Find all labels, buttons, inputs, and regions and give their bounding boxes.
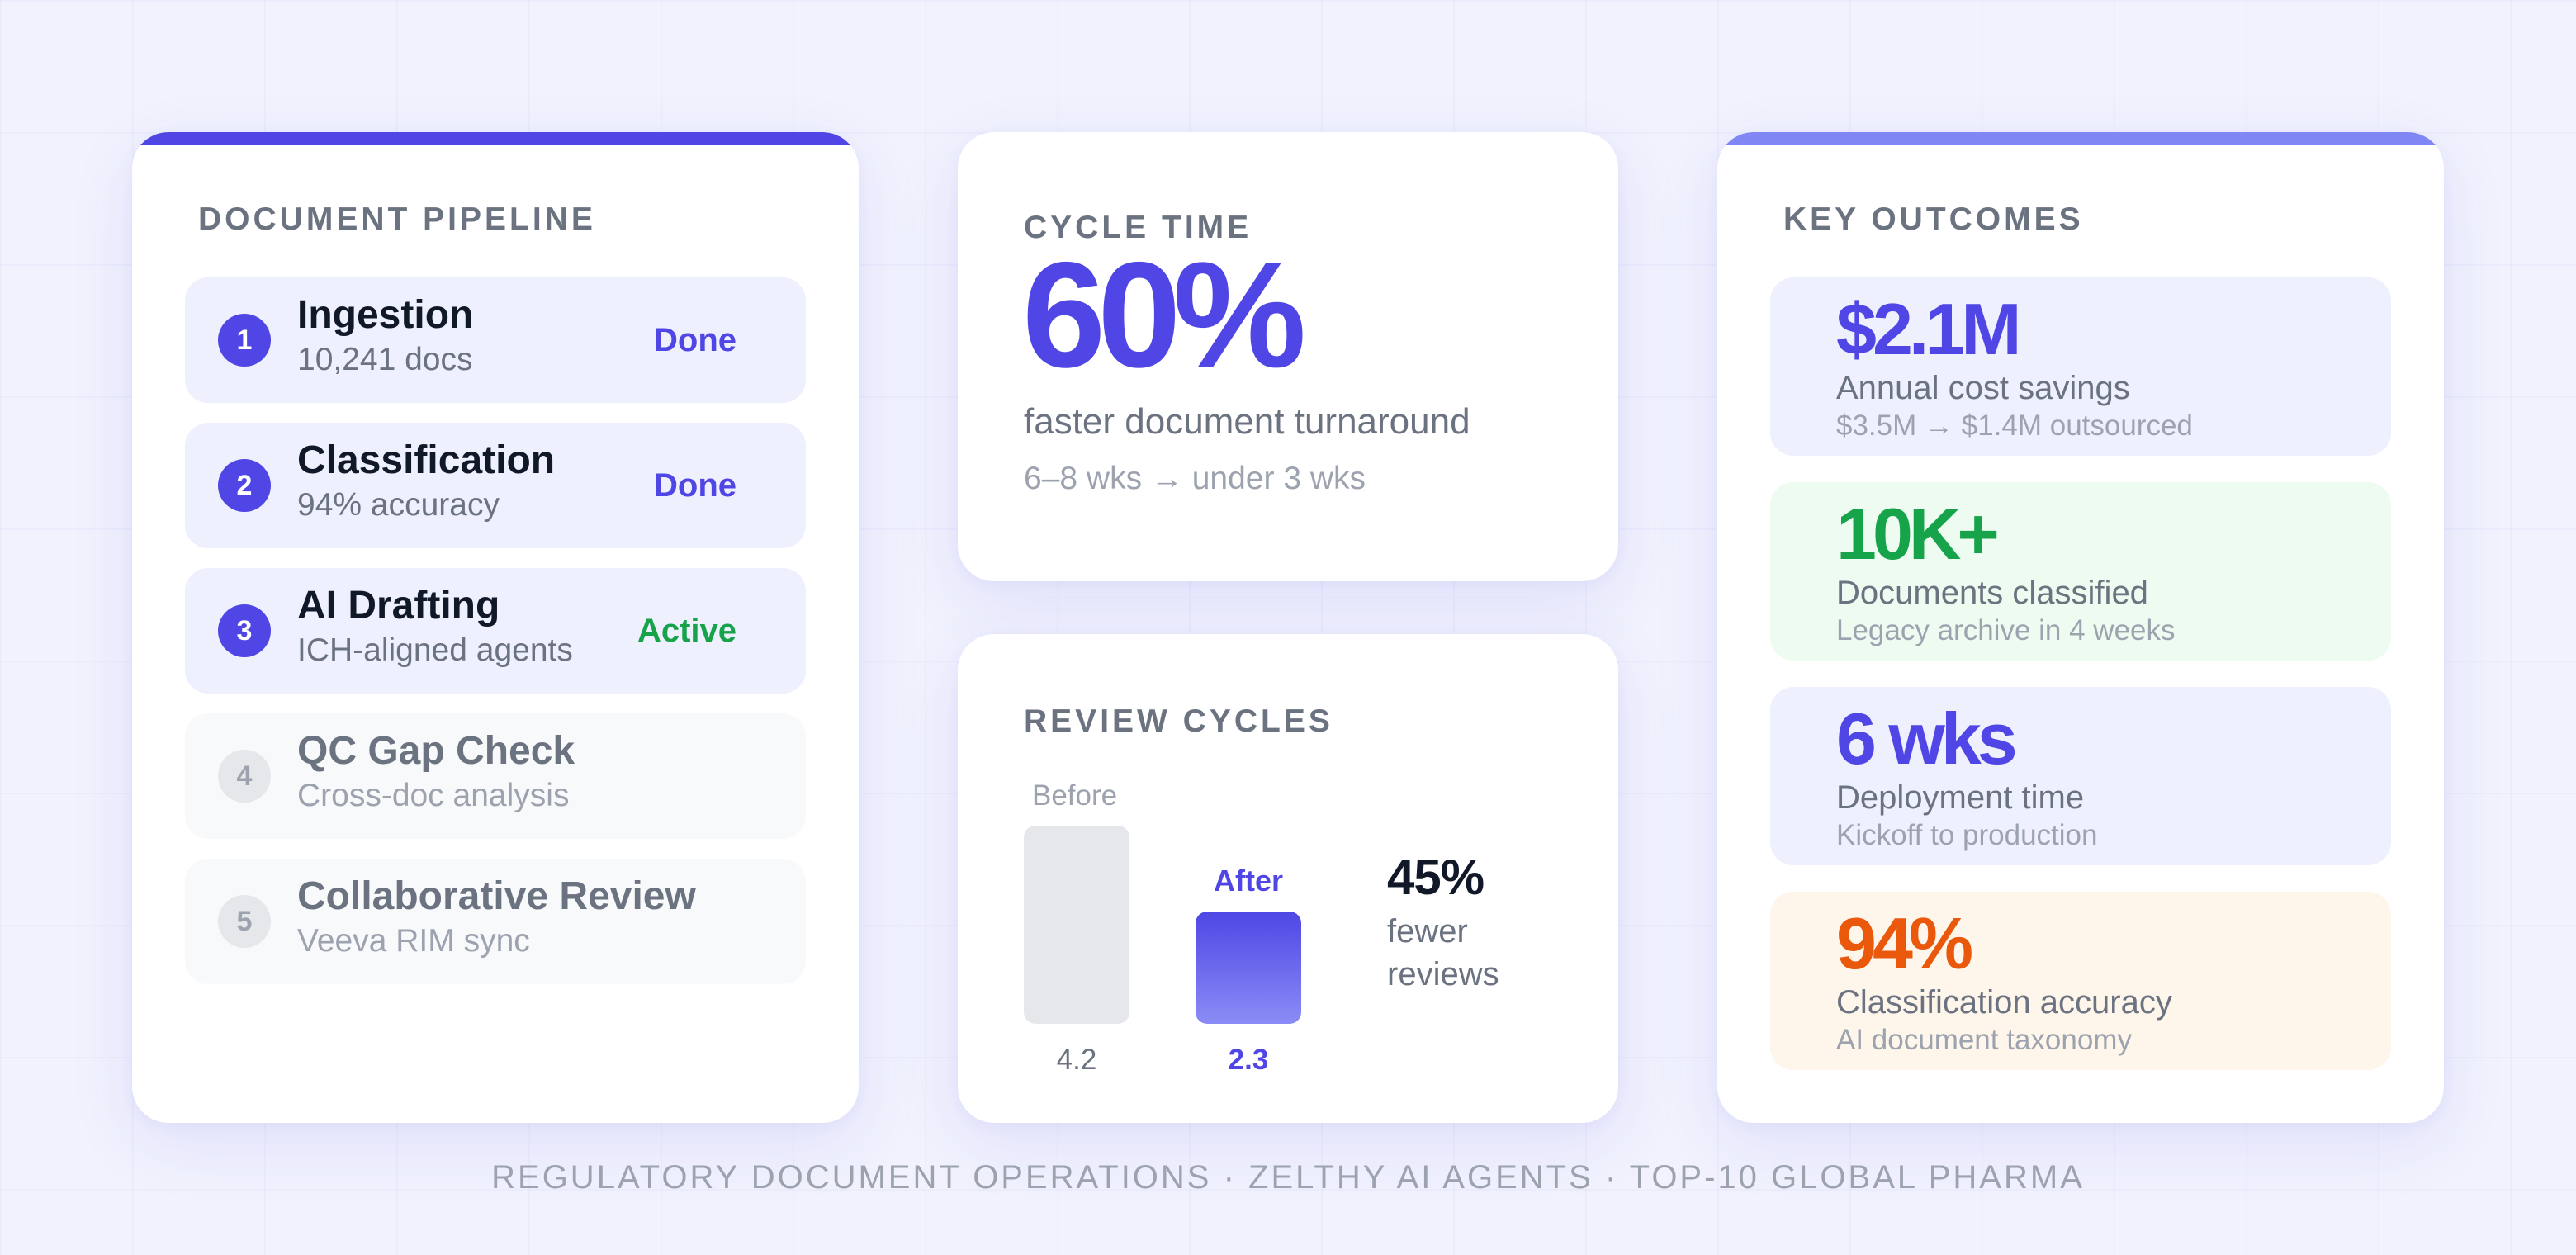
pipeline-step-qc-gap-check[interactable]: 4 QC Gap Check Cross-doc analysis [185,713,806,839]
after-bar-label: After [1213,864,1283,897]
after-bar-value: 2.3 [1228,1044,1269,1076]
key-outcomes-card: KEY OUTCOMES $2.1M Annual cost savings $… [1717,132,2444,1123]
step-name: Classification [297,438,556,482]
step-name: Collaborative Review [297,874,696,918]
outcome-label: Documents classified [1836,575,2148,611]
step-detail: Veeva RIM sync [297,923,530,959]
step-detail: Cross-doc analysis [297,778,570,813]
step-name: Ingestion [297,293,474,337]
outcome-cost-savings: $2.1M Annual cost savings $3.5M → $1.4M … [1770,277,2391,456]
cycle-time-detail: 6–8 wks → under 3 wks [1024,461,1366,496]
step-number-badge: 4 [218,750,271,803]
outcome-value: $2.1M [1836,288,2022,370]
step-name: AI Drafting [297,584,500,628]
outcome-label: Deployment time [1836,779,2085,816]
review-cycles-title: REVIEW CYCLES [1024,703,1333,739]
document-pipeline-card: DOCUMENT PIPELINE 1 Ingestion 10,241 doc… [132,132,859,1123]
before-bar [1024,826,1129,1024]
cycle-time-card: CYCLE TIME 60% faster document turnaroun… [958,132,1618,581]
outcome-documents-classified: 10K+ Documents classified Legacy archive… [1770,482,2391,661]
review-reduction-value: 45% [1387,850,1485,905]
cycle-time-value: 60% [1022,230,1306,399]
outcome-detail: Legacy archive in 4 weeks [1836,614,2176,646]
outcomes-title: KEY OUTCOMES [1783,201,2084,237]
outcome-value: 94% [1836,902,1973,984]
pipeline-step-ai-drafting[interactable]: 3 AI Drafting ICH-aligned agents Active [185,568,806,694]
outcome-detail: $3.5M → $1.4M outsourced [1836,410,2193,442]
cycle-time-title: CYCLE TIME [1024,210,1252,245]
step-number-badge: 2 [218,459,271,512]
pipeline-step-classification[interactable]: 2 Classification 94% accuracy Done [185,423,806,548]
outcome-label: Annual cost savings [1836,370,2130,406]
outcome-detail: AI document taxonomy [1836,1024,2132,1056]
step-number-badge: 1 [218,314,271,367]
pipeline-step-collaborative-review[interactable]: 5 Collaborative Review Veeva RIM sync [185,859,806,984]
pipeline-accent-bar [132,132,859,145]
step-detail: ICH-aligned agents [297,632,573,668]
review-cycles-card: REVIEW CYCLES Before 4.2 After 2.3 45% f… [958,634,1618,1123]
outcome-value: 10K+ [1836,493,2000,575]
step-detail: 10,241 docs [297,342,473,377]
cycle-time-description: faster document turnaround [1024,401,1470,442]
outcome-label: Classification accuracy [1836,984,2172,1021]
outcome-classification-accuracy: 94% Classification accuracy AI document … [1770,892,2391,1070]
after-bar [1196,912,1301,1024]
before-bar-value: 4.2 [1056,1044,1097,1076]
step-number-badge: 5 [218,895,271,948]
pipeline-step-ingestion[interactable]: 1 Ingestion 10,241 docs Done [185,277,806,403]
pipeline-title: DOCUMENT PIPELINE [198,201,596,237]
step-status: Active [637,613,736,649]
step-status: Done [654,467,736,504]
review-reduction-text: fewer reviews [1387,913,1499,992]
step-status: Done [654,322,736,358]
footer-caption: REGULATORY DOCUMENT OPERATIONS · ZELTHY … [491,1159,2085,1196]
outcome-detail: Kickoff to production [1836,819,2098,851]
step-detail: 94% accuracy [297,487,500,523]
step-number-badge: 3 [218,604,271,657]
outcomes-accent-bar [1717,132,2444,145]
step-name: QC Gap Check [297,729,575,773]
outcome-deployment-time: 6 wks Deployment time Kickoff to product… [1770,687,2391,865]
before-bar-label: Before [1032,779,1118,812]
outcome-value: 6 wks [1836,698,2018,779]
